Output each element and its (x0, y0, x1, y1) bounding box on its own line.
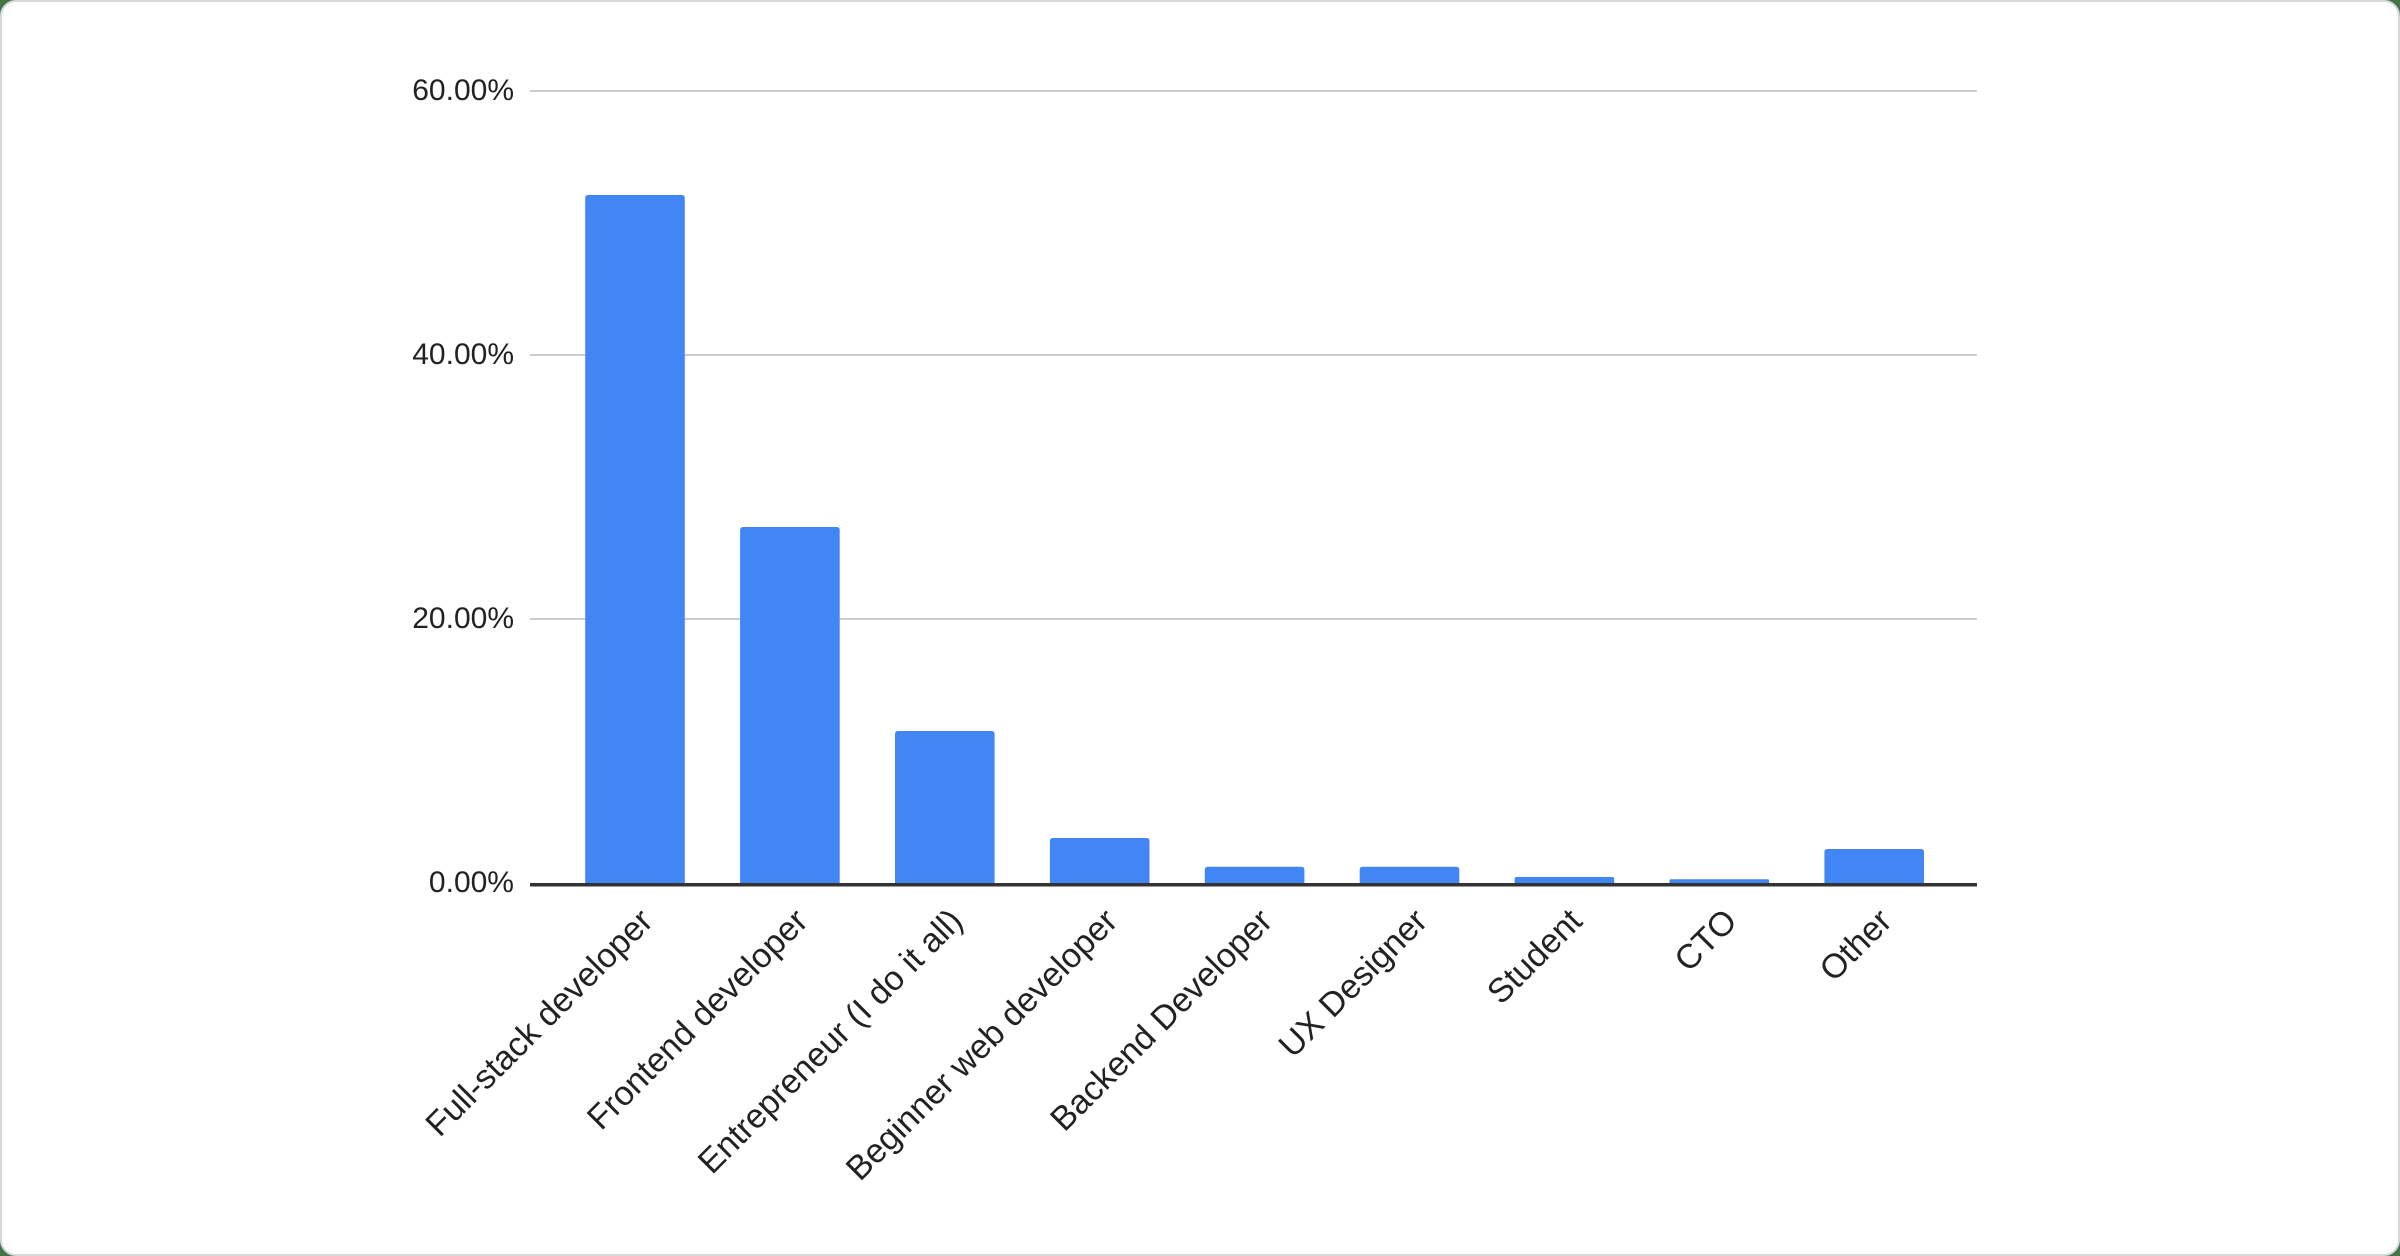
svg-text:Entrepreneur (I do it all): Entrepreneur (I do it all) (691, 902, 970, 1181)
svg-text:40.00%: 40.00% (412, 338, 514, 371)
svg-text:CTO: CTO (1667, 902, 1744, 979)
svg-text:UX Designer: UX Designer (1272, 902, 1435, 1065)
svg-text:60.00%: 60.00% (412, 74, 514, 107)
svg-text:Other: Other (1812, 902, 1899, 989)
svg-text:Student: Student (1480, 901, 1590, 1011)
svg-text:20.00%: 20.00% (412, 602, 514, 635)
svg-text:0.00%: 0.00% (429, 866, 514, 899)
svg-text:Beginner web developer: Beginner web developer (839, 902, 1125, 1188)
